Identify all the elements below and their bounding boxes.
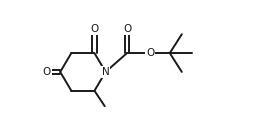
Text: O: O [123, 24, 131, 34]
Text: O: O [42, 67, 51, 77]
Text: N: N [102, 67, 109, 77]
Text: O: O [90, 24, 99, 34]
Text: O: O [146, 48, 154, 58]
